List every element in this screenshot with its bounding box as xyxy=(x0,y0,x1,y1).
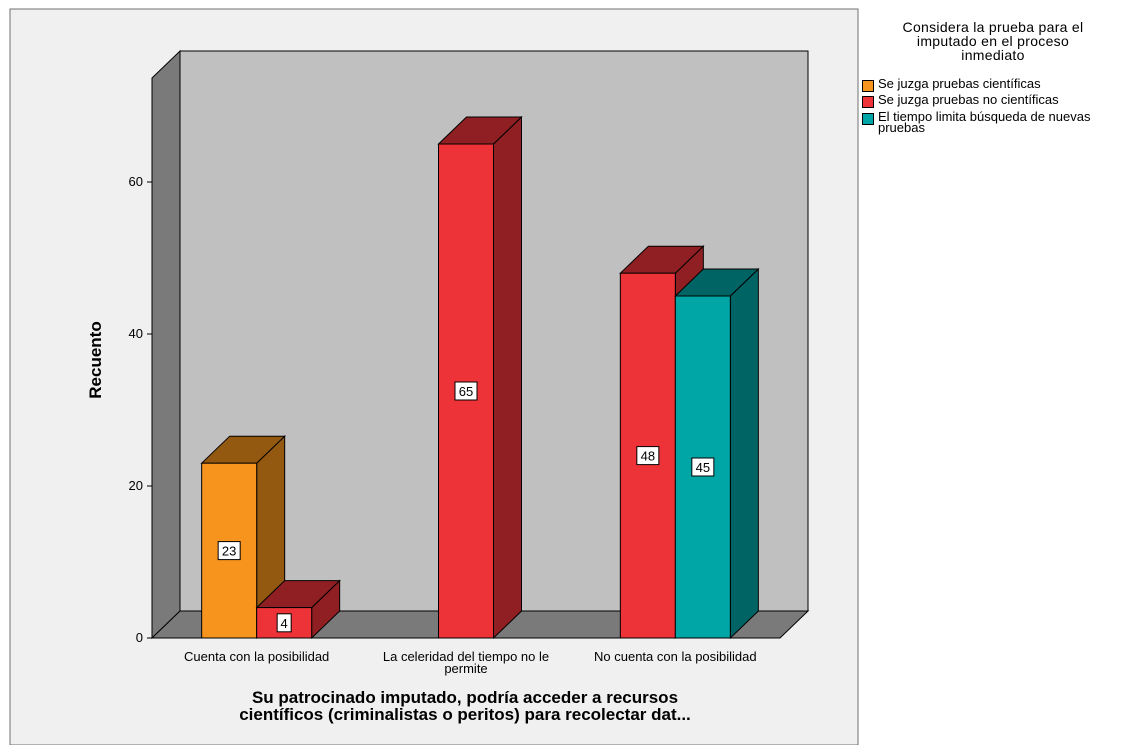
bar-label-box xyxy=(636,446,660,466)
bar-label: 65 xyxy=(459,384,473,399)
legend: Considera la prueba para el imputado en … xyxy=(858,0,1125,745)
legend-swatch xyxy=(862,96,874,108)
y-tick-label: 20 xyxy=(129,478,143,493)
x-axis-title: científicos (criminalistas o peritos) pa… xyxy=(239,705,691,724)
bar-label-box xyxy=(691,457,715,477)
y-tick-label: 0 xyxy=(136,630,143,645)
bar-label: 45 xyxy=(696,460,710,475)
x-tick-label: permite xyxy=(444,661,487,676)
legend-item-tiempo-limita: El tiempo limita búsqueda de nuevas prue… xyxy=(862,109,1118,135)
bar-labels: 23 4 65 48 45 xyxy=(217,381,715,633)
x-axis-title: Su patrocinado imputado, podría acceder … xyxy=(252,688,678,707)
legend-label: El tiempo limita búsqueda de nuevas prue… xyxy=(878,109,1091,135)
legend-swatch xyxy=(862,113,874,125)
y-tick-label: 60 xyxy=(129,174,143,189)
legend-title: Considera la prueba para el imputado en … xyxy=(868,20,1118,62)
x-tick-label: La celeridad del tiempo no le xyxy=(383,649,549,664)
bar-label: 48 xyxy=(641,449,655,464)
legend-title-line: inmediato xyxy=(961,47,1025,63)
bar-side xyxy=(729,267,759,640)
legend-label: Se juzga pruebas no científicas xyxy=(878,92,1059,107)
bar-side xyxy=(493,115,522,640)
legend-title-line: Considera la prueba para el xyxy=(902,19,1084,35)
bar xyxy=(201,462,258,639)
legend-item-no-cientificas: Se juzga pruebas no científicas xyxy=(862,92,1118,108)
legend-label: Se juzga pruebas científicas xyxy=(878,76,1041,91)
y-tick-label: 40 xyxy=(129,326,143,341)
x-tick-label: No cuenta con la posibilidad xyxy=(594,649,757,664)
x-tick-label: Cuenta con la posibilidad xyxy=(184,649,329,664)
bar-label-box xyxy=(454,381,478,401)
bar-label: 23 xyxy=(222,544,236,559)
legend-swatch xyxy=(862,80,874,92)
side-wall xyxy=(151,49,181,640)
legend-item-cientificas: Se juzga pruebas científicas xyxy=(862,76,1118,92)
bar-label-box xyxy=(276,613,292,633)
y-axis-title: Recuento xyxy=(86,321,105,398)
bars xyxy=(200,115,760,640)
bar-label-box xyxy=(217,541,241,561)
bar-label: 4 xyxy=(281,616,288,631)
legend-title-line: imputado en el proceso xyxy=(916,33,1070,49)
